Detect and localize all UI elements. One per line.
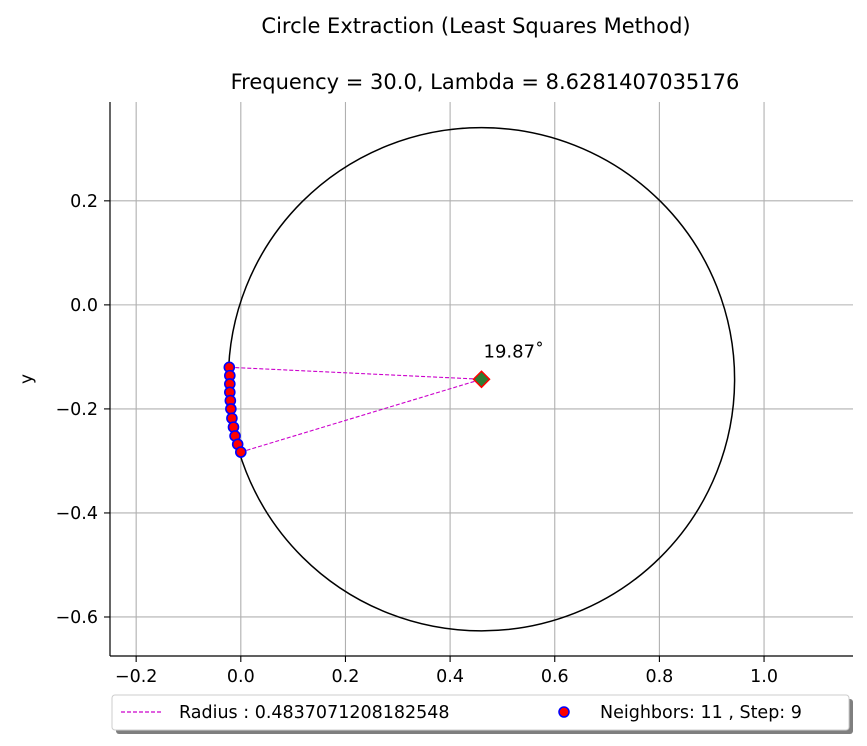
plot-area	[223, 126, 736, 632]
x-tick-label: −0.2	[115, 667, 158, 687]
legend-neighbors-swatch	[558, 706, 570, 718]
x-tick-label: 1.0	[750, 667, 778, 687]
radius-line	[229, 366, 482, 380]
neighbor-point	[235, 446, 247, 458]
y-axis-label: y	[17, 374, 37, 384]
y-tick-label: −0.2	[56, 400, 99, 420]
grid-lines	[110, 102, 853, 656]
center-marker	[472, 370, 491, 389]
x-ticks: −0.2 0.0 0.2 0.4 0.6 0.8 1.0	[115, 656, 778, 687]
legend-box	[111, 694, 850, 731]
x-tick-label: 0.8	[645, 667, 673, 687]
x-tick-label: 0.0	[227, 667, 255, 687]
legend-radius-label: Radius : 0.4837071208182548	[179, 703, 450, 723]
neighbor-point	[225, 403, 237, 415]
radius-line	[240, 378, 482, 453]
x-tick-label: 0.4	[436, 667, 464, 687]
y-tick-label: −0.6	[56, 608, 99, 628]
x-tick-label: 0.6	[541, 667, 569, 687]
chart-subtitle: Frequency = 30.0, Lambda = 8.62814070351…	[231, 70, 740, 94]
y-tick-label: 0.2	[70, 192, 98, 212]
chart-title: Circle Extraction (Least Squares Method)	[261, 14, 690, 38]
x-tick-label: 0.2	[332, 667, 360, 687]
angle-annotation: 19.87˚	[484, 342, 545, 363]
y-tick-label: −0.4	[56, 504, 99, 524]
legend-neighbors-label: Neighbors: 11 , Step: 9	[600, 703, 802, 723]
y-tick-label: 0.0	[70, 296, 98, 316]
y-ticks: 0.2 0.0 −0.2 −0.4 −0.6	[56, 192, 110, 628]
legend: Radius : 0.4837071208182548 Neighbors: 1…	[111, 694, 853, 734]
